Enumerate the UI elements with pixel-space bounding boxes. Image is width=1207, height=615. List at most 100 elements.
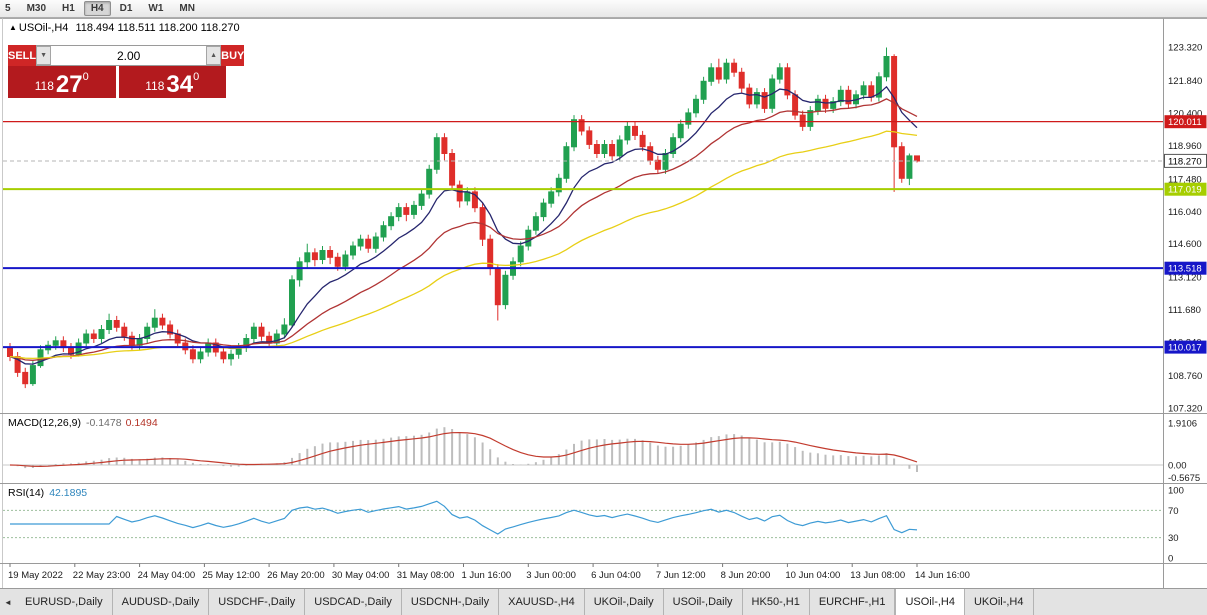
price-axis-tick: 118.960 bbox=[1168, 141, 1202, 152]
candle bbox=[22, 371, 29, 385]
candle bbox=[121, 326, 128, 337]
candle bbox=[517, 245, 524, 263]
candle bbox=[52, 340, 59, 346]
tab-usdcad-daily[interactable]: USDCAD-,Daily bbox=[305, 589, 402, 615]
buy-price-figure: 118 bbox=[145, 79, 165, 93]
candle bbox=[395, 207, 402, 218]
price-axis-tick: 114.600 bbox=[1168, 239, 1202, 250]
candle bbox=[311, 252, 318, 261]
price-badge: 110.017 bbox=[1164, 340, 1207, 354]
tab-hk50-h1[interactable]: HK50-,H1 bbox=[743, 589, 810, 615]
tab-audusd-daily[interactable]: AUDUSD-,Daily bbox=[113, 589, 210, 615]
buy-price-pips: 34 bbox=[166, 70, 194, 98]
candle bbox=[29, 365, 36, 385]
candle bbox=[776, 67, 783, 80]
sell-price-display[interactable]: 118 27 0 bbox=[8, 66, 116, 98]
candle bbox=[708, 67, 715, 82]
rsi-axis-tick: 100 bbox=[1168, 486, 1184, 497]
candle bbox=[304, 252, 311, 263]
candle bbox=[700, 80, 707, 100]
chart-tabs: ◄ EURUSD-,Daily AUDUSD-,Daily USDCHF-,Daily… bbox=[0, 588, 1207, 615]
macd-value-main: -0.1478 bbox=[85, 417, 122, 429]
candle bbox=[822, 98, 829, 109]
tab-eurusd-daily[interactable]: EURUSD-,Daily bbox=[16, 589, 113, 615]
candle bbox=[906, 155, 913, 179]
tab-ukoil-h4[interactable]: UKOil-,H4 bbox=[965, 589, 1034, 615]
candle bbox=[898, 146, 905, 179]
buy-price-display[interactable]: 118 34 0 bbox=[118, 66, 226, 98]
timeframe-m30[interactable]: M30 bbox=[26, 3, 47, 14]
candle bbox=[411, 204, 417, 215]
candle bbox=[624, 125, 631, 141]
tab-eurchf-h1[interactable]: EURCHF-,H1 bbox=[810, 589, 896, 615]
chart-ohlc: 118.494 118.511 118.200 118.270 bbox=[75, 22, 240, 34]
candle bbox=[632, 125, 638, 136]
candle bbox=[380, 225, 387, 238]
timeframe-h1[interactable]: H1 bbox=[62, 3, 75, 14]
candle bbox=[914, 155, 920, 162]
time-axis-label: 25 May 12:00 bbox=[202, 570, 260, 581]
tab-usoil-h4[interactable]: USOil-,H4 bbox=[895, 589, 965, 615]
svg-text:117.019: 117.019 bbox=[1168, 185, 1202, 196]
rsi-axis-tick: 0 bbox=[1168, 554, 1173, 565]
candle bbox=[532, 216, 539, 231]
candle bbox=[296, 261, 303, 281]
tab-usdchf-daily[interactable]: USDCHF-,Daily bbox=[209, 589, 306, 615]
candle bbox=[571, 119, 577, 148]
candle bbox=[715, 67, 722, 80]
svg-text:113.518: 113.518 bbox=[1168, 264, 1202, 275]
timeframe-h4[interactable]: H4 bbox=[83, 1, 111, 16]
tab-usdcnh-daily[interactable]: USDCNH-,Daily bbox=[402, 589, 500, 615]
volume-increase-button[interactable]: ▲ bbox=[206, 46, 222, 65]
time-axis-label: 22 May 23:00 bbox=[73, 570, 131, 581]
time-axis-label: 13 Jun 08:00 bbox=[850, 570, 905, 581]
svg-text:120.011: 120.011 bbox=[1168, 117, 1202, 128]
candle bbox=[98, 329, 105, 339]
buy-button[interactable]: BUY bbox=[221, 45, 245, 66]
volume-control: ▼ ▲ bbox=[36, 45, 222, 66]
candle bbox=[449, 153, 456, 186]
ma-slow-line bbox=[9, 130, 918, 360]
candle bbox=[471, 191, 478, 209]
candle bbox=[456, 184, 463, 202]
rsi-axis-tick: 30 bbox=[1168, 533, 1179, 544]
candle bbox=[228, 353, 234, 360]
candle bbox=[372, 236, 379, 249]
sell-price-point: 0 bbox=[82, 71, 89, 83]
timeframe-mn[interactable]: MN bbox=[179, 3, 195, 14]
macd-label: MACD(12,26,9) bbox=[8, 417, 81, 429]
candle bbox=[746, 87, 753, 105]
candle bbox=[350, 245, 356, 256]
candle bbox=[586, 130, 593, 145]
candle bbox=[540, 202, 547, 218]
candle bbox=[578, 119, 585, 132]
svg-text:110.017: 110.017 bbox=[1168, 343, 1202, 354]
price-badge: 120.011 bbox=[1164, 115, 1207, 129]
candle bbox=[426, 168, 433, 195]
volume-decrease-button[interactable]: ▼ bbox=[36, 46, 52, 65]
tab-ukoil-daily[interactable]: UKOil-,Daily bbox=[585, 589, 664, 615]
chart-marker-icon: ▲ bbox=[9, 23, 17, 32]
time-axis-label: 24 May 04:00 bbox=[138, 570, 196, 581]
candle bbox=[403, 207, 410, 215]
timeframe-5[interactable]: 5 bbox=[5, 3, 11, 14]
candle bbox=[654, 159, 661, 170]
rsi-axis-tick: 70 bbox=[1168, 506, 1179, 517]
candle bbox=[418, 193, 425, 206]
price-axis-tick: 123.320 bbox=[1168, 43, 1202, 54]
candle bbox=[738, 71, 745, 89]
candle bbox=[814, 98, 821, 112]
candle bbox=[319, 250, 326, 260]
candle bbox=[830, 101, 837, 109]
timeframe-w1[interactable]: W1 bbox=[148, 3, 164, 14]
sell-price-figure: 118 bbox=[34, 79, 54, 93]
tab-xauusd-h4[interactable]: XAUUSD-,H4 bbox=[499, 589, 585, 615]
tab-usoil-daily[interactable]: USOil-,Daily bbox=[664, 589, 743, 615]
one-click-trading-panel: SELL ▼ ▲ BUY 118 27 0 118 34 0 bbox=[8, 45, 245, 98]
timeframe-d1[interactable]: D1 bbox=[119, 3, 133, 14]
sell-button[interactable]: SELL bbox=[8, 45, 37, 66]
price-badge: 117.019 bbox=[1164, 182, 1207, 196]
tabs-scroll-left-icon[interactable]: ◄ bbox=[4, 597, 12, 607]
volume-input[interactable] bbox=[51, 46, 207, 65]
